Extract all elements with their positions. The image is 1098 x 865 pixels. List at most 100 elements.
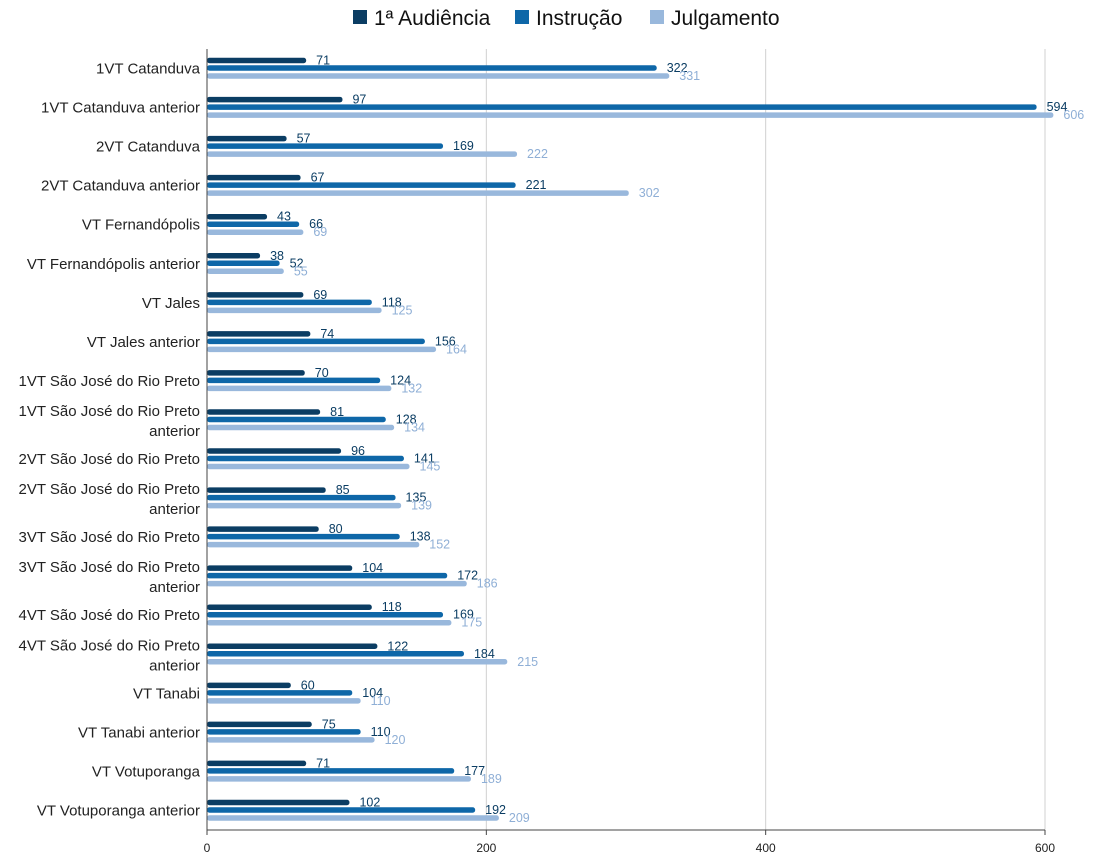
data-label-1-audiencia: 81 (330, 405, 344, 419)
category-label: 1VT São José do Rio Preto (19, 373, 201, 390)
bar-julgamento (207, 346, 437, 353)
category-label: 1VT Catanduva anterior (41, 100, 200, 117)
legend-label-julgamento: Julgamento (671, 7, 780, 30)
data-label-instrucao: 322 (667, 61, 688, 75)
data-label-instrucao: 594 (1047, 100, 1068, 114)
x-axis: 0 200 400 600 (204, 49, 1055, 855)
data-label-julgamento: 331 (679, 69, 700, 83)
bar-1-audiencia (207, 292, 304, 298)
data-label-instrucao: 110 (371, 725, 391, 739)
data-label-1-audiencia: 74 (320, 327, 334, 341)
bar-julgamento (207, 541, 420, 548)
bar-1-audiencia (207, 135, 287, 142)
data-label-julgamento: 175 (461, 616, 482, 630)
data-label-1-audiencia: 96 (351, 444, 365, 458)
data-label-1-audiencia: 104 (362, 561, 383, 575)
bar-1-audiencia (207, 604, 372, 610)
bar-1-audiencia (207, 96, 343, 103)
data-label-1-audiencia: 97 (352, 93, 366, 107)
category-label: 4VT São José do Rio Preto anterior (19, 637, 201, 674)
bar-1-audiencia (207, 565, 353, 571)
bar-1-audiencia (207, 448, 342, 454)
bar-julgamento (207, 580, 467, 587)
data-label-1-audiencia: 122 (387, 639, 408, 653)
bar-julgamento (207, 737, 375, 743)
legend-swatch-instrucao (515, 10, 529, 24)
bar-julgamento (207, 151, 518, 157)
bar-instrucao (207, 768, 455, 774)
data-label-instrucao: 169 (453, 139, 474, 153)
data-label-instrucao: 156 (435, 334, 456, 348)
category-label: 4VT São José do Rio Preto (19, 607, 201, 624)
data-label-1-audiencia: 60 (301, 678, 315, 692)
data-label-instrucao: 169 (453, 608, 474, 622)
bar-1-audiencia (207, 760, 307, 767)
data-labels: 7132233197594606571692226722130243666938… (270, 54, 1084, 825)
bar-1-audiencia (207, 721, 312, 728)
bar-1-audiencia (207, 370, 305, 376)
category-label: VT Fernandópolis (82, 217, 200, 234)
bars (207, 57, 1054, 821)
x-tick-label-0: 0 (204, 841, 211, 855)
bar-instrucao (207, 494, 396, 501)
bar-instrucao (207, 651, 464, 657)
bar-julgamento (207, 268, 284, 275)
bar-julgamento (207, 815, 499, 821)
bar-1-audiencia (207, 409, 321, 415)
bar-julgamento (207, 424, 395, 431)
category-label: 3VT São José do Rio Preto anterior (19, 559, 201, 596)
bar-julgamento (207, 385, 392, 392)
bar-1-audiencia (207, 487, 326, 493)
data-label-instrucao: 184 (474, 647, 495, 661)
bar-instrucao (207, 338, 425, 345)
x-tick-label-200: 200 (476, 841, 496, 855)
data-label-instrucao: 192 (485, 803, 506, 817)
bar-julgamento (207, 73, 670, 79)
bar-1-audiencia (207, 799, 350, 806)
category-label: 2VT São José do Rio Preto anterior (19, 481, 201, 518)
data-label-julgamento: 69 (313, 225, 327, 239)
legend: 1ª Audiência Instrução Julgamento (353, 7, 780, 30)
data-label-1-audiencia: 75 (322, 717, 336, 731)
bar-instrucao (207, 572, 448, 579)
data-label-instrucao: 128 (396, 412, 417, 426)
bar-julgamento (207, 112, 1054, 118)
x-tick-label-600: 600 (1035, 841, 1055, 855)
data-label-1-audiencia: 67 (311, 171, 325, 185)
data-label-julgamento: 145 (420, 460, 441, 474)
bar-julgamento (207, 659, 508, 665)
bar-instrucao (207, 455, 404, 462)
data-label-julgamento: 139 (411, 499, 432, 513)
legend-swatch-julgamento (650, 10, 664, 24)
bar-instrucao (207, 729, 361, 735)
legend-label-1-audiencia: 1ª Audiência (374, 7, 491, 30)
bar-instrucao (207, 377, 381, 384)
category-label: 2VT Catanduva anterior (41, 178, 200, 195)
data-label-julgamento: 134 (404, 420, 425, 434)
data-label-instrucao: 118 (382, 295, 402, 309)
data-label-instrucao: 221 (526, 178, 547, 192)
bar-julgamento (207, 307, 382, 314)
category-label: VT Fernandópolis anterior (27, 256, 200, 273)
data-label-julgamento: 186 (477, 577, 498, 591)
category-label: VT Tanabi (133, 685, 200, 702)
category-label: 1VT São José do Rio Preto anterior (19, 403, 201, 440)
data-label-julgamento: 215 (517, 655, 538, 669)
bar-julgamento (207, 502, 402, 509)
data-label-julgamento: 152 (429, 538, 450, 552)
data-label-instrucao: 104 (362, 686, 383, 700)
bar-instrucao (207, 182, 516, 188)
data-label-1-audiencia: 71 (316, 54, 330, 68)
legend-swatch-1-audiencia (353, 10, 367, 24)
data-label-instrucao: 141 (414, 452, 435, 466)
data-label-julgamento: 606 (1063, 108, 1084, 122)
data-label-instrucao: 66 (309, 217, 323, 231)
data-label-julgamento: 55 (294, 264, 308, 278)
data-label-1-audiencia: 118 (382, 600, 402, 614)
bar-julgamento (207, 229, 304, 235)
data-label-instrucao: 177 (464, 764, 485, 778)
data-label-1-audiencia: 102 (359, 795, 380, 809)
x-tick-label-400: 400 (756, 841, 776, 855)
bar-1-audiencia (207, 682, 291, 689)
